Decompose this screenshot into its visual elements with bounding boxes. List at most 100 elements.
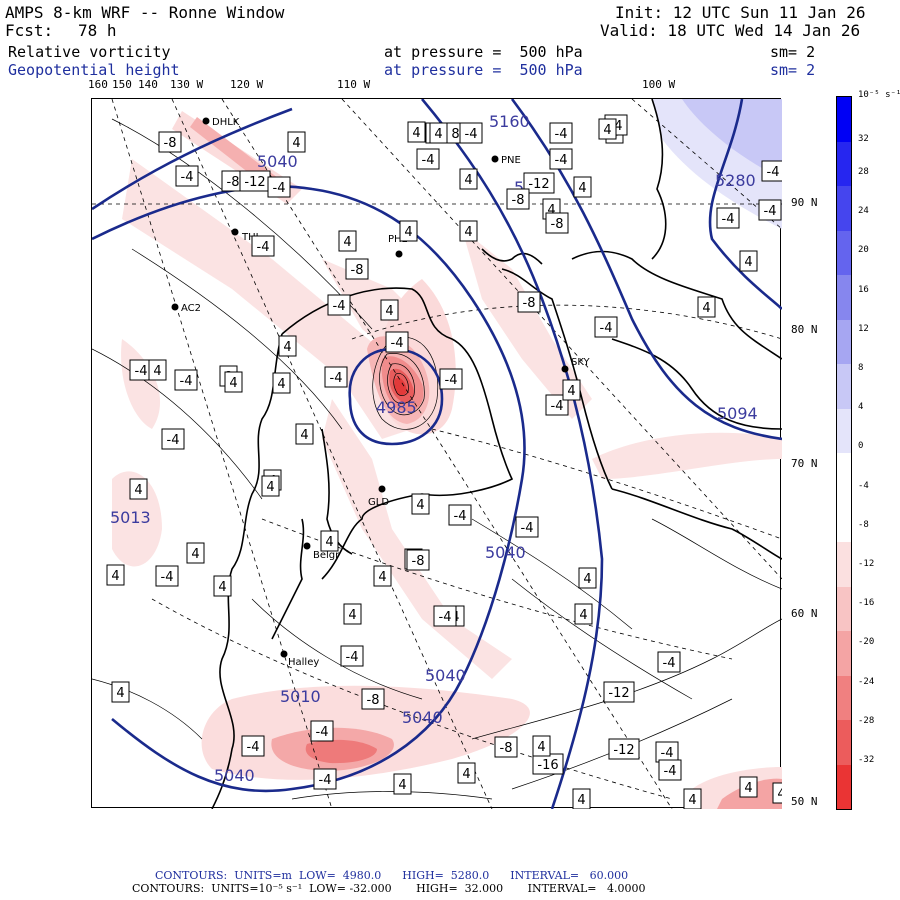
lat-label-50n: 50 N [791, 795, 818, 808]
colorbar-tick-label: -12 [858, 559, 875, 569]
lon-label-150: 150 [112, 78, 132, 91]
vorticity-label-box [658, 759, 682, 781]
vorticity-label: -4 [391, 336, 404, 351]
vorticity-label: -4 [767, 165, 780, 180]
vorticity-label-box [241, 735, 265, 757]
vorticity-label: -12 [608, 686, 629, 701]
vorticity-label: 4 [464, 173, 472, 188]
init-time: Init: 12 UTC Sun 11 Jan 26 [615, 3, 866, 22]
vorticity-label: -12 [613, 743, 634, 758]
vorticity-label-box [494, 736, 518, 758]
vorticity-label-box [310, 720, 334, 742]
vorticity-label: -4 [422, 153, 435, 168]
vorticity-label: -4 [764, 204, 777, 219]
vorticity-label: 4 [134, 483, 142, 498]
vorticity-label-box [148, 359, 167, 381]
vorticity-label: 4 [378, 570, 386, 585]
vorticity-label: -4 [333, 299, 346, 314]
height-label: 5040 [485, 543, 526, 562]
colorbar-cell [837, 97, 851, 142]
colorbar-tick-label: 0 [858, 441, 864, 452]
vorticity-label-box [278, 335, 297, 357]
vorticity-label: -8 [551, 217, 564, 232]
vorticity-label-box [598, 118, 617, 140]
vorticity-label-box [578, 567, 597, 589]
vorticity-label-box [549, 148, 573, 170]
vorticity-label-box [429, 122, 448, 144]
vorticity-label-box [155, 565, 179, 587]
colorbar-tick-label: 28 [858, 167, 869, 177]
colorbar-tick-label: -4 [858, 480, 869, 491]
colorbar-cell [837, 141, 851, 186]
valid-time: Valid: 18 UTC Wed 14 Jan 26 [600, 21, 861, 40]
vorticity-label: -4 [439, 610, 452, 625]
colorbar-tick-label: -28 [858, 715, 875, 726]
vorticity-label: -4 [180, 374, 193, 389]
vorticity-label: 4 [434, 127, 442, 142]
vorticity-label-box [459, 168, 478, 190]
vorticity-label: -4 [445, 373, 458, 388]
vorticity-label-box [399, 220, 418, 242]
vorticity-label: 8 [451, 127, 459, 142]
vorticity-label-box [439, 368, 463, 390]
vorticity-label: -4 [135, 364, 148, 379]
coastlines [211, 99, 782, 809]
vorticity-label: 4 [398, 778, 406, 793]
height-label: 5040 [425, 666, 466, 685]
vorticity-label-box [174, 369, 198, 391]
field2-level: at pressure = 500 hPa [384, 61, 583, 79]
height-label: 5280 [715, 171, 756, 190]
colorbar-cell [837, 631, 851, 676]
colorbar-cell [837, 675, 851, 720]
vorticity-label-box [175, 165, 199, 187]
lon-label-140: 140 [138, 78, 158, 91]
vorticity-label: 4 [412, 126, 420, 141]
colorbar-cell [837, 186, 851, 231]
colorbar-tick-label: -16 [858, 598, 875, 609]
colorbar-cell [837, 408, 851, 453]
height-label: 4985 [376, 398, 417, 417]
vorticity-label-box [327, 294, 351, 316]
vorticity-label: -4 [521, 521, 534, 536]
vorticity-label: 4 [325, 535, 333, 550]
vorticity-label: 4 [579, 608, 587, 623]
vorticity-label: 4 [111, 569, 119, 584]
vorticity-label-box [393, 773, 412, 795]
colorbar-cell [837, 497, 851, 542]
field1-smoothing: sm= 2 [770, 43, 816, 61]
vorticity-label-box [594, 316, 618, 338]
colorbar-tick-label: 8 [858, 363, 864, 373]
vorticity-label: 4 [300, 428, 308, 443]
forecast-hours: 78 h [78, 21, 117, 40]
station-phl: PHL [388, 234, 408, 245]
vorticity-label: -8 [500, 741, 513, 756]
vorticity-label-box [739, 776, 758, 798]
vorticity-label-box [457, 762, 476, 784]
vorticity-label: -8 [351, 263, 364, 278]
vorticity-label-box [287, 131, 306, 153]
vorticity-label-box [186, 542, 205, 564]
vorticity-label: -4 [661, 746, 674, 761]
station-halley: Halley [288, 657, 319, 668]
colorbar-tick-label: 24 [858, 206, 869, 217]
vorticity-label: -8 [512, 193, 525, 208]
vorticity-label-box [523, 172, 555, 194]
station-sky: SKY [571, 357, 591, 368]
vorticity-label-box [573, 176, 592, 198]
lon-label-130w: 130 W [170, 78, 204, 91]
vorticity-label: 4 [348, 608, 356, 623]
vorticity-label-box [129, 478, 148, 500]
height-label: 5040 [214, 766, 255, 785]
vorticity-label: -16 [537, 758, 558, 773]
vorticity-label-box [761, 160, 782, 182]
vorticity-label: -4 [346, 650, 359, 665]
station-ac2: AC2 [181, 303, 201, 314]
vorticity-label-box [106, 564, 125, 586]
vorticity-label: 4 [385, 304, 393, 319]
vorticity-label-box [361, 688, 385, 710]
vorticity-label-box [515, 516, 539, 538]
height-label: 5094 [717, 404, 758, 423]
vorticity-label: -4 [465, 127, 478, 142]
vorticity-label: -4 [316, 725, 329, 740]
colorbar-cell [837, 275, 851, 320]
